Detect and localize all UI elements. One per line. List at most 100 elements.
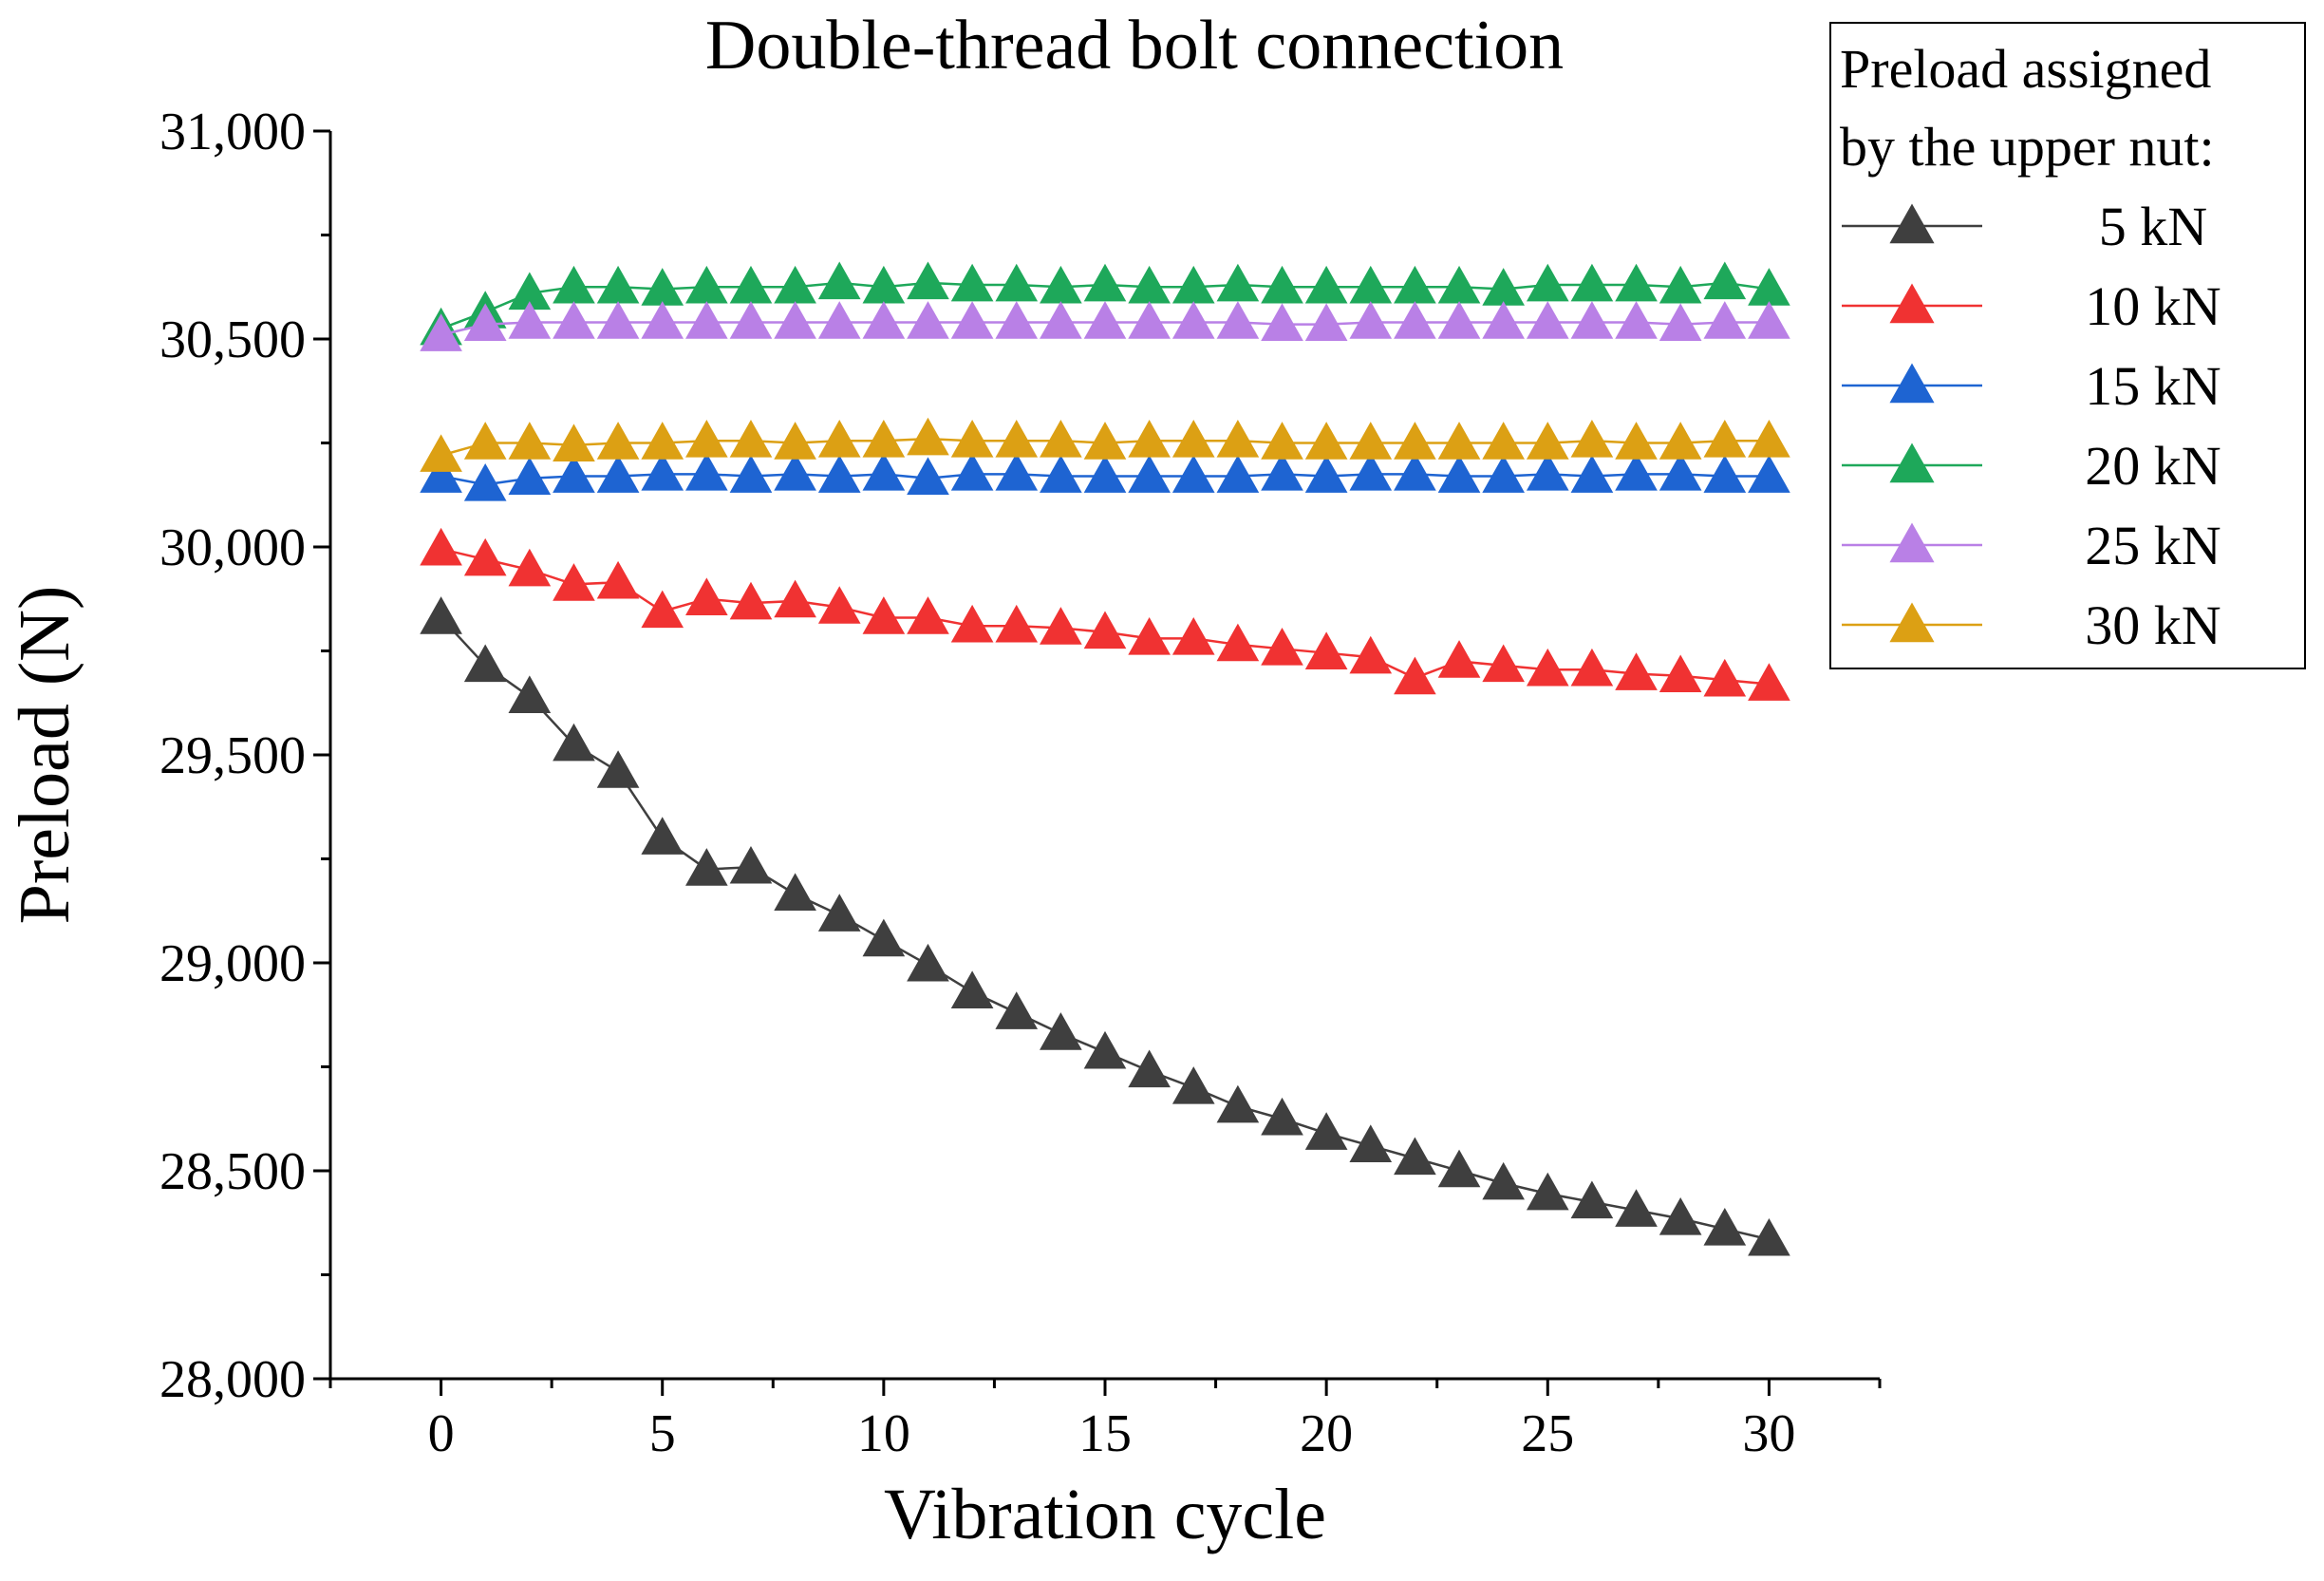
point-s3-x28 (1659, 265, 1702, 304)
point-s0-x8 (774, 873, 816, 912)
point-s2-x18 (1216, 455, 1260, 493)
legend-marker-3 (1889, 442, 1935, 483)
series-layer (420, 261, 1790, 1256)
point-s2-x9 (817, 455, 861, 493)
point-s3-x18 (1216, 263, 1260, 302)
x-tick-label-0: 0 (428, 1404, 455, 1463)
point-s1-x30 (1748, 663, 1790, 701)
x-tick-label-5: 25 (1521, 1404, 1574, 1463)
point-s1-x21 (1349, 635, 1393, 674)
point-s3-x2 (508, 272, 552, 311)
point-s0-x29 (1703, 1208, 1747, 1246)
series-10-kN (420, 527, 1790, 701)
point-s5-x1 (463, 422, 507, 460)
point-s1-x12 (950, 604, 994, 643)
chart-title: Double-thread bolt connection (705, 7, 1564, 85)
point-s3-x24 (1482, 268, 1525, 306)
point-s4-x1 (463, 303, 507, 341)
point-s3-x15 (1083, 263, 1127, 302)
point-s3-x9 (817, 261, 861, 300)
point-s2-x24 (1482, 455, 1525, 493)
point-s3-x29 (1703, 261, 1747, 300)
point-s2-x6 (685, 453, 728, 491)
point-s4-x10 (862, 301, 906, 339)
legend-label-1: 10 kN (2085, 275, 2221, 337)
point-s3-x22 (1394, 265, 1436, 304)
point-s2-x13 (995, 453, 1039, 491)
point-s1-x6 (685, 577, 728, 616)
point-s2-x11 (907, 457, 949, 496)
point-s5-x26 (1570, 419, 1614, 458)
point-s2-x4 (596, 455, 640, 493)
point-s2-x3 (553, 455, 595, 493)
point-s5-x21 (1349, 422, 1393, 460)
y-tick-label-5: 30,500 (159, 311, 306, 369)
point-s4-x30 (1748, 301, 1790, 339)
point-s5-x27 (1615, 422, 1658, 460)
point-s0-x2 (508, 675, 552, 713)
point-s0-x1 (463, 644, 507, 683)
point-s2-x10 (862, 453, 906, 491)
point-s0-x14 (1040, 1012, 1082, 1050)
point-s5-x12 (950, 419, 994, 458)
point-s4-x21 (1349, 301, 1393, 339)
point-s3-x30 (1748, 268, 1790, 306)
x-tick-label-6: 30 (1742, 1404, 1795, 1463)
point-s0-x21 (1349, 1124, 1393, 1162)
point-s3-x19 (1261, 265, 1303, 304)
legend-label-2: 15 kN (2085, 355, 2221, 417)
point-s4-x22 (1394, 301, 1436, 339)
point-s0-x7 (729, 845, 773, 884)
point-s1-x19 (1261, 627, 1303, 666)
point-s5-x4 (596, 422, 640, 460)
point-s3-x23 (1437, 265, 1481, 304)
point-s1-x26 (1570, 648, 1614, 687)
point-s3-x10 (862, 265, 906, 304)
point-s5-x3 (553, 423, 595, 461)
point-s2-x8 (774, 453, 816, 491)
point-s3-x20 (1304, 265, 1348, 304)
point-s0-x10 (862, 918, 906, 957)
point-s3-x21 (1349, 265, 1393, 304)
legend-label-3: 20 kN (2085, 435, 2221, 497)
point-s0-x18 (1216, 1084, 1260, 1123)
y-tick-label-3: 29,500 (159, 726, 306, 785)
point-s3-x17 (1171, 265, 1215, 304)
point-s5-x29 (1703, 419, 1747, 458)
point-s5-x20 (1304, 422, 1348, 460)
point-s4-x24 (1482, 301, 1525, 339)
point-s4-x0 (420, 313, 462, 351)
point-s2-x0 (420, 455, 462, 493)
series-25-kN (420, 301, 1790, 351)
point-s1-x11 (907, 596, 949, 634)
point-s3-x26 (1570, 263, 1614, 302)
legend: Preload assigned by the upper nut: 5 kN 1… (1829, 22, 2306, 669)
point-s0-x20 (1304, 1112, 1348, 1150)
point-s5-x15 (1083, 422, 1127, 460)
point-s1-x23 (1437, 640, 1481, 678)
point-s1-x27 (1615, 652, 1658, 690)
point-s1-x3 (553, 563, 595, 601)
point-s3-x4 (596, 265, 640, 304)
point-s2-x7 (729, 455, 773, 493)
point-s1-x8 (774, 579, 816, 618)
point-s1-x4 (596, 560, 640, 599)
point-s2-x22 (1394, 453, 1436, 491)
x-tick-label-3: 15 (1078, 1404, 1132, 1463)
point-s5-x18 (1216, 419, 1260, 458)
legend-label-5: 30 kN (2085, 594, 2221, 656)
point-s0-x23 (1437, 1149, 1481, 1188)
point-s0-x3 (553, 723, 595, 762)
point-s4-x7 (729, 301, 773, 339)
point-s2-x20 (1304, 455, 1348, 493)
x-tick-label-2: 10 (857, 1404, 910, 1463)
point-s5-x22 (1394, 422, 1436, 460)
y-tick-label-4: 30,000 (159, 518, 306, 577)
point-s2-x26 (1570, 455, 1614, 493)
point-s3-x14 (1040, 265, 1082, 304)
point-s5-x10 (862, 419, 906, 458)
x-tick-label-1: 5 (649, 1404, 676, 1463)
point-s1-x18 (1216, 623, 1260, 662)
point-s5-x16 (1128, 419, 1171, 458)
